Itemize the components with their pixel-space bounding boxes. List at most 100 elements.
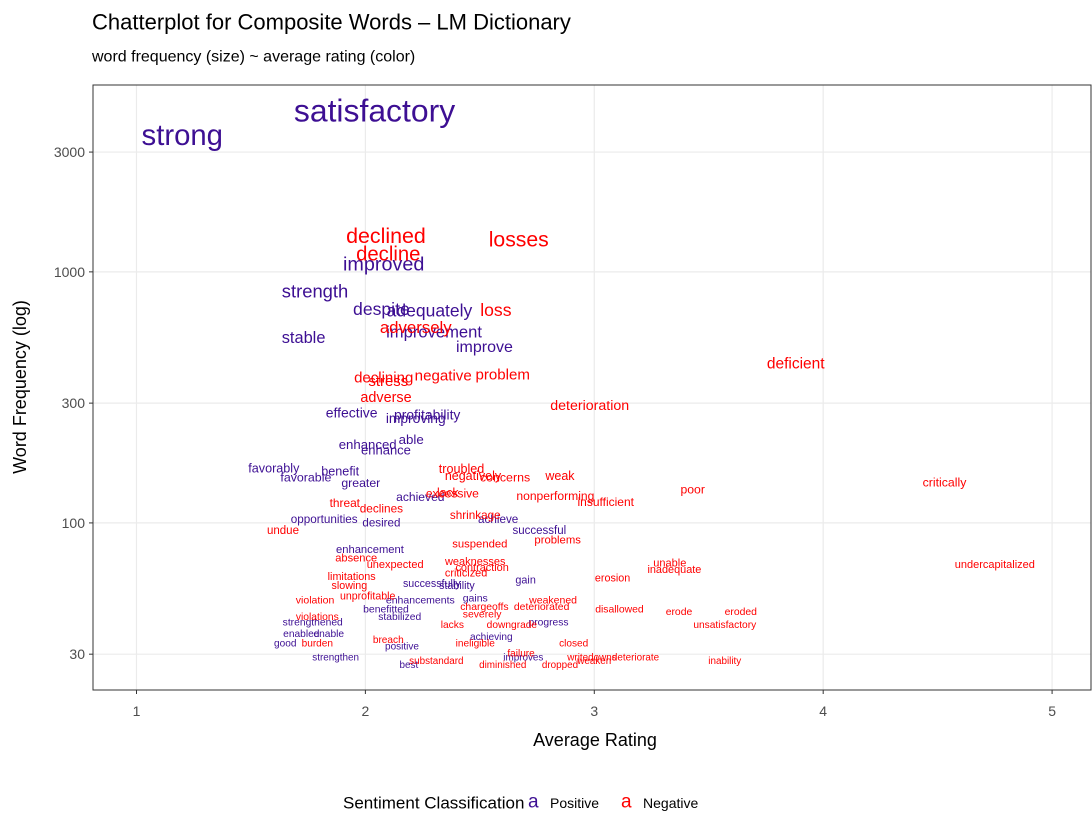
word: effective — [326, 405, 378, 421]
word: best — [400, 660, 419, 671]
word: critically — [923, 475, 968, 489]
word: deterioration — [550, 398, 629, 414]
word: stable — [282, 329, 326, 347]
word: disallowed — [595, 604, 644, 615]
word: loss — [480, 300, 511, 320]
word: writedowns — [566, 652, 616, 663]
word: lacks — [441, 620, 464, 631]
panel-border — [92, 84, 1092, 691]
word: breach — [373, 635, 404, 646]
word: limitations — [328, 571, 377, 583]
word: unprofitable — [340, 590, 395, 602]
word: threat — [330, 496, 361, 510]
word: failure — [507, 649, 535, 660]
word: enabled — [283, 629, 320, 640]
word: inadequate — [647, 564, 701, 576]
legend-key: a — [528, 792, 539, 813]
x-tick-label: 2 — [361, 703, 369, 719]
word: enhancement — [336, 544, 405, 556]
word: opportunities — [291, 513, 358, 526]
word: unexpected — [367, 559, 424, 571]
word: improvement — [386, 323, 482, 342]
word: unable — [653, 557, 686, 569]
word: deteriorated — [514, 602, 570, 613]
word: good — [274, 638, 296, 649]
word: downgrade — [487, 620, 538, 631]
word: improve — [456, 339, 513, 356]
word: excessive — [426, 486, 479, 500]
word: improving — [386, 411, 446, 426]
word: slowing — [332, 580, 368, 592]
word: severely — [463, 609, 502, 620]
word: successful — [513, 525, 567, 537]
legend: Sentiment Classification a Positive a Negati… — [343, 792, 699, 813]
word: declines — [360, 502, 403, 516]
word: shrinkage — [450, 509, 501, 522]
word: progress — [528, 617, 568, 628]
word: stabilized — [378, 612, 421, 623]
word: undercapitalized — [955, 559, 1035, 571]
word: declining — [354, 370, 413, 387]
word: weaknesses — [444, 556, 506, 568]
word: concerns — [480, 470, 530, 484]
word: able — [399, 432, 424, 447]
word: ineligible — [456, 638, 496, 649]
word: negative — [415, 368, 472, 385]
word: troubled — [439, 462, 485, 476]
word: problems — [534, 535, 581, 547]
word: successfully — [403, 578, 461, 590]
word: strong — [142, 119, 223, 152]
word: achieved — [396, 490, 444, 504]
word: stability — [439, 580, 475, 592]
words: strong satisfactory improved strengthdespit… — [142, 92, 1035, 671]
word: achieve — [478, 513, 518, 526]
word: criticized — [445, 567, 487, 579]
plot-panel — [93, 85, 1091, 690]
word: greater — [341, 476, 380, 490]
word: substandard — [409, 656, 463, 667]
word: nonperforming — [516, 489, 594, 503]
word: contraction — [455, 562, 508, 574]
word: satisfactory — [294, 92, 455, 128]
word: burden — [302, 638, 333, 649]
word: inability — [708, 656, 741, 667]
word: insufficient — [577, 495, 634, 509]
word: gain — [515, 574, 535, 586]
word: absence — [335, 553, 377, 565]
x-axis-label: Average Rating — [533, 730, 657, 750]
word: erode — [666, 607, 693, 618]
word: lack — [437, 486, 459, 500]
word: decline — [356, 244, 420, 266]
word: enhance — [361, 443, 411, 458]
x-tick-label: 4 — [819, 703, 827, 719]
word: improves — [503, 652, 543, 663]
x-tick-label: 1 — [133, 703, 141, 719]
word: profitability — [394, 407, 460, 423]
word: stress — [368, 374, 408, 390]
word: enhanced — [339, 437, 397, 452]
word: erosion — [595, 573, 630, 585]
word: favorably — [248, 461, 300, 475]
word: benefit — [321, 465, 359, 479]
legend-label: Negative — [643, 795, 698, 811]
word: unsatisfactory — [693, 620, 757, 631]
word: violations — [296, 612, 339, 623]
word: enhancements — [386, 595, 455, 607]
word: gains — [463, 592, 488, 604]
word: deteriorate — [612, 652, 660, 663]
y-tick-label: 30 — [69, 646, 85, 662]
y-tick-label: 100 — [62, 515, 86, 531]
grid — [93, 85, 1091, 690]
legend-key: a — [621, 792, 632, 813]
word: closed — [559, 638, 588, 649]
word: diminished — [479, 660, 526, 671]
word: achieving — [470, 632, 513, 643]
word: despite — [353, 299, 410, 319]
word: weak — [544, 469, 575, 483]
word: problem — [475, 367, 530, 384]
word: eroded — [725, 607, 758, 618]
word: poor — [681, 482, 705, 496]
x-tick-label: 5 — [1048, 703, 1056, 719]
